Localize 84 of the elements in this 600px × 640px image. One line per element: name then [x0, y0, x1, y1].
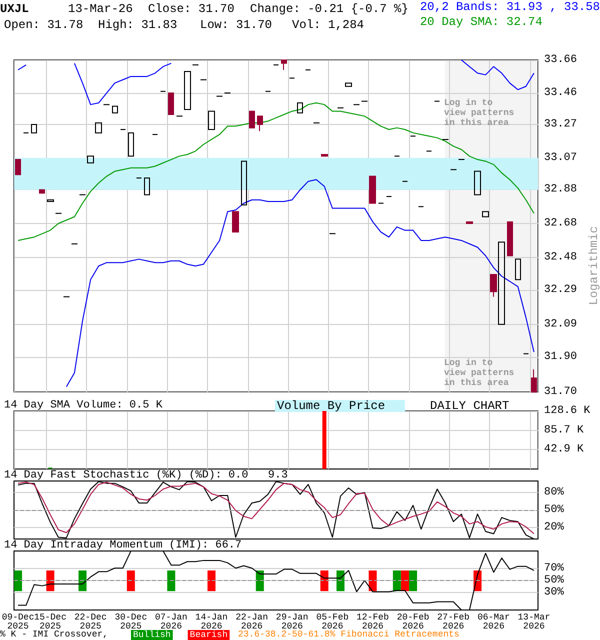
x-tick-label: 29-Jan 2026	[276, 612, 308, 632]
candlestick	[232, 211, 239, 232]
text: 20 Day SMA: 32.74	[420, 15, 542, 29]
x-tick-label: 09-Dec 2025	[2, 612, 34, 632]
y-tick-label: 30%	[544, 586, 564, 598]
y-axis-title: Logarithmic	[587, 226, 600, 306]
x-tick-label: 27-Feb 2026	[437, 612, 470, 632]
y-tick-label: 85.7 K	[544, 424, 584, 436]
x-tick-label: 05-Feb 2026	[316, 612, 349, 632]
x-tick-label: 07-Jan 2026	[154, 612, 188, 632]
candlestick	[257, 116, 263, 132]
x-tick-label: 12-Feb 2026	[356, 612, 389, 632]
candlestick	[184, 71, 191, 110]
text: 13-Mar-26	[68, 2, 133, 16]
x-tick-label: 13-Mar 2026	[518, 612, 550, 632]
candlestick	[112, 106, 118, 114]
y-tick-label: 20%	[544, 521, 564, 534]
candlestick	[39, 189, 45, 194]
text: 23.6-38.2-50-61.8% Fibonacci Retracements	[238, 630, 460, 640]
y-tick-label: 32.48	[544, 251, 578, 264]
candlestick	[144, 177, 150, 196]
candlestick	[208, 110, 215, 130]
candlestick	[466, 221, 473, 224]
text: % K - IMI Crossover,	[0, 630, 108, 640]
text: 20,2 Bands: 31.93 , 33.58	[420, 0, 600, 14]
y-tick-label: 32.09	[544, 318, 578, 330]
candlestick	[128, 132, 134, 157]
candlestick	[474, 170, 481, 196]
y-tick-label: 42.9 K	[544, 444, 584, 456]
x-tick-label: 22-Jan 2026	[236, 612, 268, 632]
text: Open: 31.78	[4, 18, 84, 32]
candlestick	[87, 156, 94, 164]
candlestick	[249, 110, 255, 128]
candlestick	[369, 176, 376, 204]
candlestick	[345, 82, 352, 87]
text: Change: -0.21 {-0.7 %}	[250, 2, 408, 16]
candlestick	[241, 160, 247, 206]
y-tick-label: 70%	[544, 562, 564, 575]
candlestick	[31, 124, 37, 134]
candlestick	[168, 92, 174, 116]
candlestick	[482, 211, 489, 218]
candlestick	[531, 368, 537, 392]
text: Close: 31.70	[148, 2, 234, 16]
y-tick-label: 31.90	[544, 351, 578, 364]
text: Vol: 1,284	[292, 18, 364, 32]
text: High: 31.83	[98, 18, 178, 32]
x-tick-label: 15-Dec 2025	[34, 612, 66, 632]
y-tick-label: 32.88	[544, 184, 578, 196]
annotation: Log in to view patterns in this area	[444, 358, 514, 388]
candlestick	[95, 122, 102, 134]
text: Bullish	[133, 630, 171, 640]
candlestick	[490, 274, 497, 298]
candlestick	[507, 221, 513, 256]
y-tick-label: 80%	[544, 486, 564, 499]
annotation: DAILY CHART	[430, 399, 510, 413]
y-tick-label: 33.07	[544, 152, 578, 164]
y-tick-label: 128.6 K	[544, 405, 591, 417]
chart-title: UXJL	[0, 2, 29, 16]
x-tick-label: 22-Dec 2025	[74, 612, 107, 632]
line-series	[66, 179, 534, 388]
y-tick-label: 32.29	[544, 284, 578, 296]
annotation: Log in to view patterns in this area	[444, 98, 514, 128]
y-tick-label: 32.68	[544, 218, 578, 230]
line-series	[18, 550, 534, 610]
x-tick-label: 06-Mar 2026	[477, 612, 510, 632]
candlestick	[281, 60, 287, 70]
y-tick-label: 50%	[544, 504, 564, 516]
y-tick-label: 33.66	[544, 54, 578, 66]
x-tick-label: 14-Jan 2026	[195, 612, 228, 632]
y-tick-label: 31.70	[544, 386, 578, 398]
candlestick	[515, 258, 521, 280]
candlestick	[321, 154, 328, 157]
text: Low: 31.70	[200, 18, 272, 32]
x-tick-label: 30-Dec 2025	[114, 612, 148, 632]
candlestick	[47, 199, 54, 202]
candlestick	[297, 102, 303, 114]
y-tick-label: 33.27	[544, 118, 578, 130]
y-tick-label: 50%	[544, 574, 564, 586]
y-tick-label: 33.46	[544, 86, 578, 99]
text: Bearish	[190, 630, 228, 640]
candlestick	[15, 159, 21, 176]
x-tick-label: 20-Feb 2026	[396, 612, 430, 632]
candlestick	[498, 242, 505, 325]
annotation: Volume By Price	[277, 399, 386, 413]
